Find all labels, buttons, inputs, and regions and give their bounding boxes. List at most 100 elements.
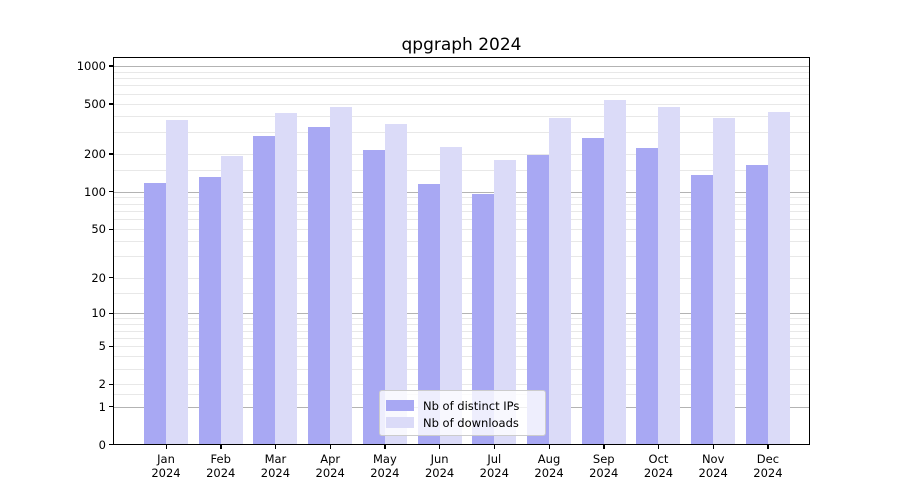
bar-distinct-ips-may: [362, 149, 385, 445]
x-tick-mark-nov: [712, 444, 714, 449]
gridline-minor-400: [114, 116, 810, 118]
x-tick-label-oct: Oct 2024: [643, 451, 674, 481]
gridline-minor-60: [114, 219, 810, 221]
x-tick-label-jun: Jun 2024: [424, 451, 455, 481]
legend-item-downloads: Nb of downloads: [386, 414, 545, 431]
y-tick-mark-0: [109, 444, 113, 446]
y-tick-mark-5: [109, 345, 113, 348]
bar-distinct-ips-nov: [691, 174, 714, 445]
y-tick-mark-20: [109, 277, 113, 279]
gridline-minor-2: [114, 384, 810, 386]
y-tick-mark-10: [109, 312, 113, 314]
gridline-minor-50: [114, 229, 810, 231]
legend-label-distinct-ips: Nb of distinct IPs: [423, 398, 520, 413]
bar-distinct-ips-aug: [527, 155, 550, 445]
x-tick-label-sep: Sep 2024: [589, 451, 619, 481]
gridline-minor-8: [114, 324, 810, 326]
bar-downloads-apr: [330, 107, 353, 445]
x-tick-mark-apr: [329, 444, 331, 449]
x-tick-mark-jan: [165, 444, 167, 449]
y-tick-mark-200: [109, 153, 113, 155]
gridline-major-10: [114, 313, 810, 315]
x-tick-mark-oct: [657, 444, 660, 449]
y-tick-label-0: 0: [98, 437, 106, 452]
x-tick-label-apr: Apr 2024: [315, 451, 345, 481]
x-tick-mark-sep: [603, 444, 605, 449]
x-tick-label-jul: Jul 2024: [479, 451, 509, 481]
y-tick-mark-100: [109, 191, 113, 193]
gridline-minor-30: [114, 256, 810, 258]
y-tick-mark-1: [109, 406, 113, 408]
y-tick-label-200: 200: [84, 146, 106, 161]
bar-downloads-may: [384, 124, 407, 445]
x-tick-mark-may: [384, 444, 386, 449]
gridline-minor-70: [114, 210, 810, 212]
x-tick-label-nov: Nov 2024: [698, 451, 728, 481]
legend-swatch-downloads: [386, 417, 414, 428]
x-tick-label-aug: Aug 2024: [534, 451, 564, 481]
legend-item-distinct-ips: Nb of distinct IPs: [386, 397, 545, 414]
x-tick-label-dec: Dec 2024: [753, 451, 783, 481]
y-tick-label-1000: 1000: [76, 58, 106, 73]
gridline-minor-3: [114, 368, 810, 370]
x-tick-mark-jul: [493, 444, 496, 449]
y-tick-mark-500: [109, 103, 113, 105]
x-tick-mark-mar: [274, 444, 277, 449]
y-tick-mark-1000: [109, 65, 113, 67]
bar-downloads-jun: [439, 147, 462, 445]
bar-downloads-aug: [549, 118, 572, 445]
gridline-minor-6: [114, 337, 810, 339]
bar-downloads-nov: [713, 118, 736, 445]
gridline-minor-200: [114, 153, 810, 155]
bar-downloads-jan: [166, 120, 188, 445]
bar-distinct-ips-mar: [253, 136, 276, 445]
gridline-minor-300: [114, 131, 810, 133]
x-tick-mark-jun: [439, 444, 441, 449]
chart-title: qpgraph 2024: [401, 35, 522, 55]
y-tick-label-500: 500: [84, 96, 106, 111]
gridline-minor-90: [114, 197, 810, 199]
y-tick-label-20: 20: [91, 270, 106, 285]
gridline-minor-500: [114, 103, 810, 105]
gridline-major-100: [114, 191, 810, 193]
gridline-minor-15: [114, 292, 810, 294]
bar-distinct-ips-jun: [417, 183, 440, 445]
gridline-minor-40: [114, 241, 810, 243]
gridline-minor-600: [114, 93, 810, 95]
gridline-minor-4: [114, 356, 810, 358]
y-tick-label-10: 10: [91, 306, 106, 321]
y-tick-mark-2: [109, 383, 113, 386]
x-tick-mark-feb: [220, 444, 222, 449]
x-tick-mark-dec: [767, 444, 769, 449]
y-tick-mark-50: [109, 228, 113, 230]
gridline-major-1000: [114, 65, 810, 67]
x-tick-mark-aug: [548, 444, 550, 449]
y-tick-label-50: 50: [91, 222, 106, 237]
legend: Nb of distinct IPs Nb of downloads: [379, 390, 546, 436]
bar-distinct-ips-jul: [472, 194, 495, 445]
bar-downloads-feb: [220, 155, 243, 445]
gridline-minor-150: [114, 169, 810, 171]
y-tick-label-1: 1: [98, 399, 106, 414]
x-tick-label-mar: Mar 2024: [260, 451, 291, 481]
gridline-minor-900: [114, 71, 810, 73]
x-tick-label-jan: Jan 2024: [151, 451, 181, 481]
legend-label-downloads: Nb of downloads: [423, 415, 519, 430]
bar-downloads-mar: [275, 112, 298, 445]
bar-downloads-oct: [658, 106, 681, 445]
gridline-minor-80: [114, 203, 810, 205]
gridline-minor-20: [114, 277, 810, 279]
bar-downloads-sep: [603, 100, 626, 445]
gridline-minor-9: [114, 318, 810, 320]
bar-distinct-ips-apr: [308, 127, 331, 445]
x-tick-label-feb: Feb 2024: [206, 451, 236, 481]
y-tick-label-5: 5: [98, 339, 106, 354]
legend-swatch-distinct-ips: [386, 400, 414, 411]
gridline-minor-7: [114, 330, 810, 332]
y-tick-label-2: 2: [98, 377, 106, 392]
bar-distinct-ips-dec: [745, 165, 768, 445]
gridline-minor-700: [114, 85, 810, 87]
bar-distinct-ips-sep: [581, 137, 604, 445]
bar-distinct-ips-jan: [144, 183, 166, 445]
y-tick-label-100: 100: [84, 184, 106, 199]
